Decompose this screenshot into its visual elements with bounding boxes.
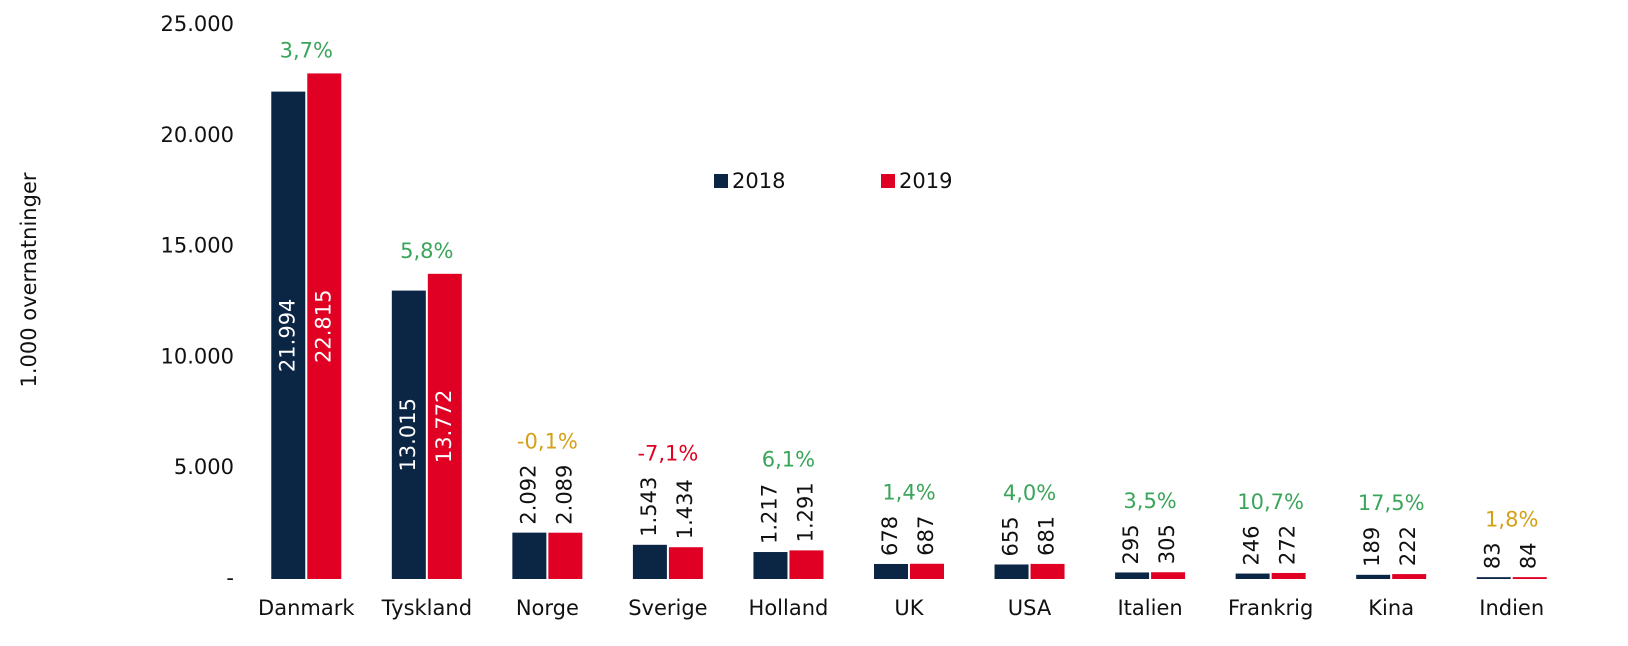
value-label: 687 bbox=[914, 516, 938, 556]
value-label: 13.015 bbox=[396, 398, 420, 471]
change-label: 3,7% bbox=[280, 38, 333, 62]
bar bbox=[632, 544, 667, 579]
bar bbox=[668, 547, 703, 579]
y-tick-label: 5.000 bbox=[174, 455, 234, 479]
legend-swatch bbox=[881, 174, 895, 188]
value-label: 1.291 bbox=[793, 482, 817, 542]
x-tick-label: Tyskland bbox=[381, 596, 472, 620]
change-label: -0,1% bbox=[517, 430, 578, 454]
value-label: 1.217 bbox=[757, 484, 781, 544]
change-label: 4,0% bbox=[1003, 481, 1056, 505]
x-tick-label: Holland bbox=[749, 596, 829, 620]
value-label: 1.543 bbox=[637, 477, 661, 537]
bar bbox=[1115, 572, 1150, 579]
bar bbox=[789, 550, 824, 579]
bar bbox=[1271, 572, 1306, 579]
y-tick-label: 15.000 bbox=[161, 234, 234, 258]
change-label: 5,8% bbox=[400, 239, 453, 263]
bar bbox=[1512, 577, 1547, 579]
value-label: 246 bbox=[1240, 525, 1264, 565]
value-label: 83 bbox=[1481, 542, 1505, 569]
bar bbox=[910, 563, 944, 579]
value-label: 305 bbox=[1155, 524, 1179, 564]
x-tick-label: USA bbox=[1008, 596, 1052, 620]
bar bbox=[427, 273, 462, 579]
change-label: 3,5% bbox=[1123, 489, 1176, 513]
x-tick-label: Indien bbox=[1479, 596, 1544, 620]
value-label: 22.815 bbox=[311, 289, 335, 362]
change-label: 17,5% bbox=[1358, 491, 1425, 515]
bar bbox=[1030, 563, 1065, 579]
x-tick-label: Frankrig bbox=[1228, 596, 1313, 620]
y-tick-label: - bbox=[226, 566, 234, 590]
bar bbox=[1235, 573, 1270, 579]
value-label: 222 bbox=[1396, 526, 1420, 566]
legend-label: 2018 bbox=[732, 169, 785, 193]
value-label: 21.994 bbox=[275, 299, 299, 372]
bar bbox=[512, 532, 547, 579]
y-tick-label: 25.000 bbox=[161, 12, 234, 36]
value-label: 678 bbox=[878, 516, 902, 556]
value-label: 1.434 bbox=[673, 479, 697, 539]
bar bbox=[391, 290, 426, 579]
x-tick-label: Sverige bbox=[628, 596, 707, 620]
legend-label: 2019 bbox=[899, 169, 952, 193]
y-tick-label: 20.000 bbox=[161, 123, 234, 147]
value-label: 2.092 bbox=[516, 465, 540, 525]
bar bbox=[1476, 577, 1511, 579]
x-tick-label: Kina bbox=[1368, 596, 1414, 620]
value-label: 681 bbox=[1035, 516, 1059, 556]
value-label: 295 bbox=[1119, 524, 1143, 564]
value-label: 272 bbox=[1276, 525, 1300, 565]
bar bbox=[271, 91, 306, 579]
change-label: 1,8% bbox=[1485, 507, 1538, 531]
y-axis-label: 1.000 overnatninger bbox=[17, 172, 41, 387]
change-label: -7,1% bbox=[637, 442, 698, 466]
value-label: 655 bbox=[999, 516, 1023, 556]
value-label: 2.089 bbox=[552, 465, 576, 525]
bar bbox=[874, 563, 908, 579]
bar bbox=[1392, 574, 1427, 579]
x-tick-label: UK bbox=[894, 596, 924, 620]
y-tick-label: 10.000 bbox=[161, 344, 234, 368]
bar bbox=[1356, 574, 1391, 579]
x-tick-label: Italien bbox=[1117, 596, 1182, 620]
x-tick-label: Danmark bbox=[258, 596, 355, 620]
bar bbox=[548, 532, 583, 579]
bar bbox=[307, 73, 342, 579]
value-label: 189 bbox=[1360, 527, 1384, 567]
bar bbox=[994, 564, 1029, 579]
bar bbox=[753, 552, 788, 579]
x-tick-label: Norge bbox=[516, 596, 579, 620]
change-label: 10,7% bbox=[1237, 490, 1304, 514]
legend-swatch bbox=[714, 174, 728, 188]
change-label: 6,1% bbox=[762, 447, 815, 471]
value-label: 13.772 bbox=[432, 390, 456, 463]
value-label: 84 bbox=[1517, 542, 1541, 569]
bar bbox=[1151, 572, 1186, 579]
change-label: 1,4% bbox=[882, 481, 935, 505]
